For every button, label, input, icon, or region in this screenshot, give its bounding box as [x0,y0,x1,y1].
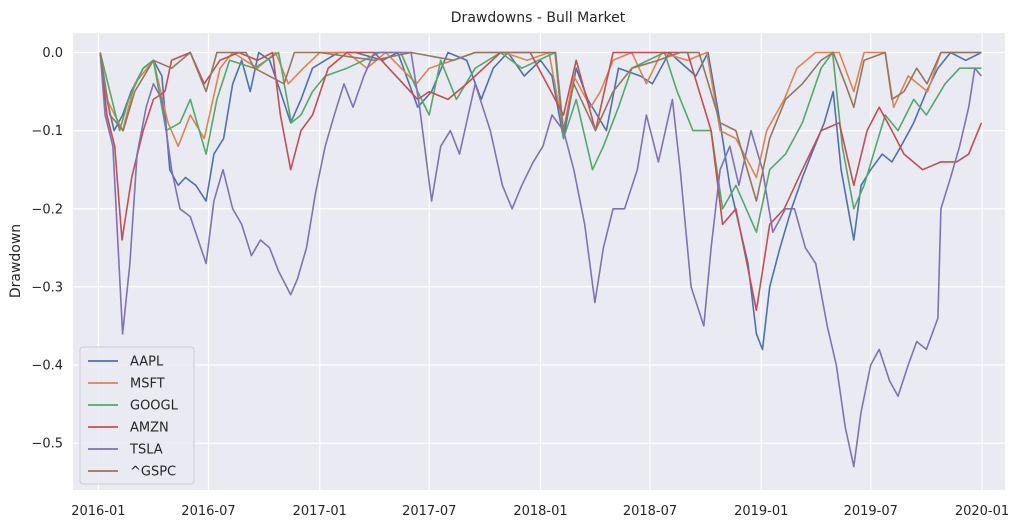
x-tick-label: 2017-07 [402,504,456,519]
x-tick-label: 2019-01 [734,504,788,519]
legend-label: GOOGL [130,399,179,414]
x-tick-label: 2020-01 [955,504,1009,519]
legend-label: AAPL [130,355,164,370]
x-tick-label: 2018-07 [623,504,677,519]
series-line-tsla [99,51,983,468]
y-tick-label: −0.1 [31,124,63,139]
legend-label: ^GSPC [130,465,176,480]
y-axis-label: Drawdown [8,224,24,298]
legend: AAPL MSFT GOOGL AMZN TSLA ^GSPC [79,346,195,485]
x-tick-label: 2016-01 [71,504,125,519]
x-tick-label: 2019-07 [844,504,898,519]
x-tick-label: 2017-01 [293,504,347,519]
y-tick-label: −0.5 [31,437,63,452]
series-lines [99,51,983,468]
legend-label: MSFT [130,377,165,392]
series-line-googl [99,51,982,233]
y-tick-label: 0.0 [42,46,63,61]
series-line-aapl [99,51,982,351]
x-tick-label: 2016-07 [181,504,235,519]
legend-label: TSLA [129,443,163,458]
x-tick-label: 2018-01 [513,504,567,519]
y-tick-label: −0.2 [31,202,63,217]
y-tick-label: −0.3 [31,280,63,295]
series-line-gspc [99,51,982,202]
tick-labels: 0.0 −0.1 −0.2 −0.3 −0.4 −0.5 2016-01 2016-07 201… [31,46,1009,519]
y-tick-label: −0.4 [31,359,63,374]
legend-label: AMZN [130,421,169,436]
chart-title: Drawdowns - Bull Market [451,10,626,26]
